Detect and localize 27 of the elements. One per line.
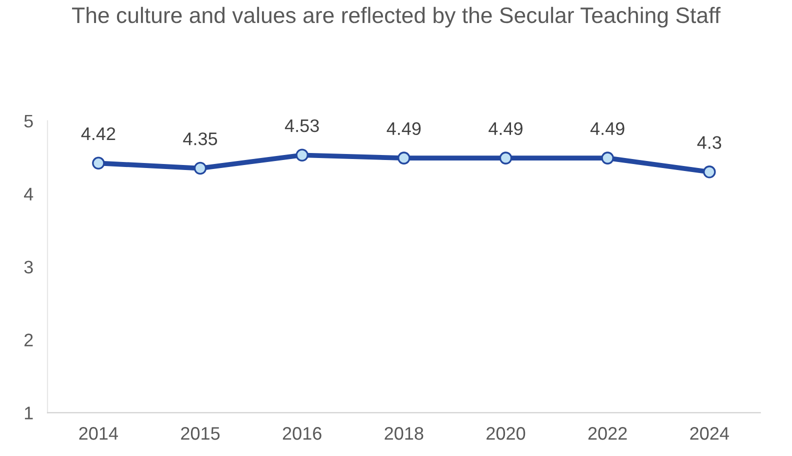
x-tick-label: 2016 bbox=[282, 427, 322, 440]
x-tick-label: 2020 bbox=[486, 427, 526, 440]
point bbox=[703, 166, 716, 178]
y-tick-label: 4 bbox=[24, 188, 34, 200]
point bbox=[601, 152, 614, 164]
data-label: 4.35 bbox=[183, 132, 218, 146]
data-label: 4.3 bbox=[697, 136, 722, 149]
point bbox=[398, 152, 410, 164]
chart-title: The culture and values are reflected by the Secular Teaching Staff bbox=[72, 6, 721, 28]
point bbox=[194, 162, 207, 175]
x-tick-label: 2015 bbox=[181, 427, 220, 440]
y-tick-label: 3 bbox=[24, 260, 33, 274]
point bbox=[296, 148, 308, 162]
y-tick-label: 5 bbox=[24, 114, 33, 128]
data-label: 4.49 bbox=[488, 122, 522, 136]
x-tick-label: 2024 bbox=[690, 427, 729, 440]
y-tick-label: 2 bbox=[24, 334, 33, 346]
point bbox=[499, 152, 512, 164]
x-tick-label: 2018 bbox=[384, 427, 424, 440]
point bbox=[92, 156, 105, 170]
y-tick-label: 1 bbox=[24, 406, 33, 420]
x-tick-label: 2022 bbox=[588, 427, 627, 440]
x-tick-label: 2014 bbox=[79, 427, 118, 440]
data-label: 4.49 bbox=[590, 122, 624, 136]
data-label: 4.53 bbox=[284, 119, 319, 132]
data-label: 4.49 bbox=[386, 122, 421, 136]
data-label: 4.42 bbox=[81, 127, 116, 140]
